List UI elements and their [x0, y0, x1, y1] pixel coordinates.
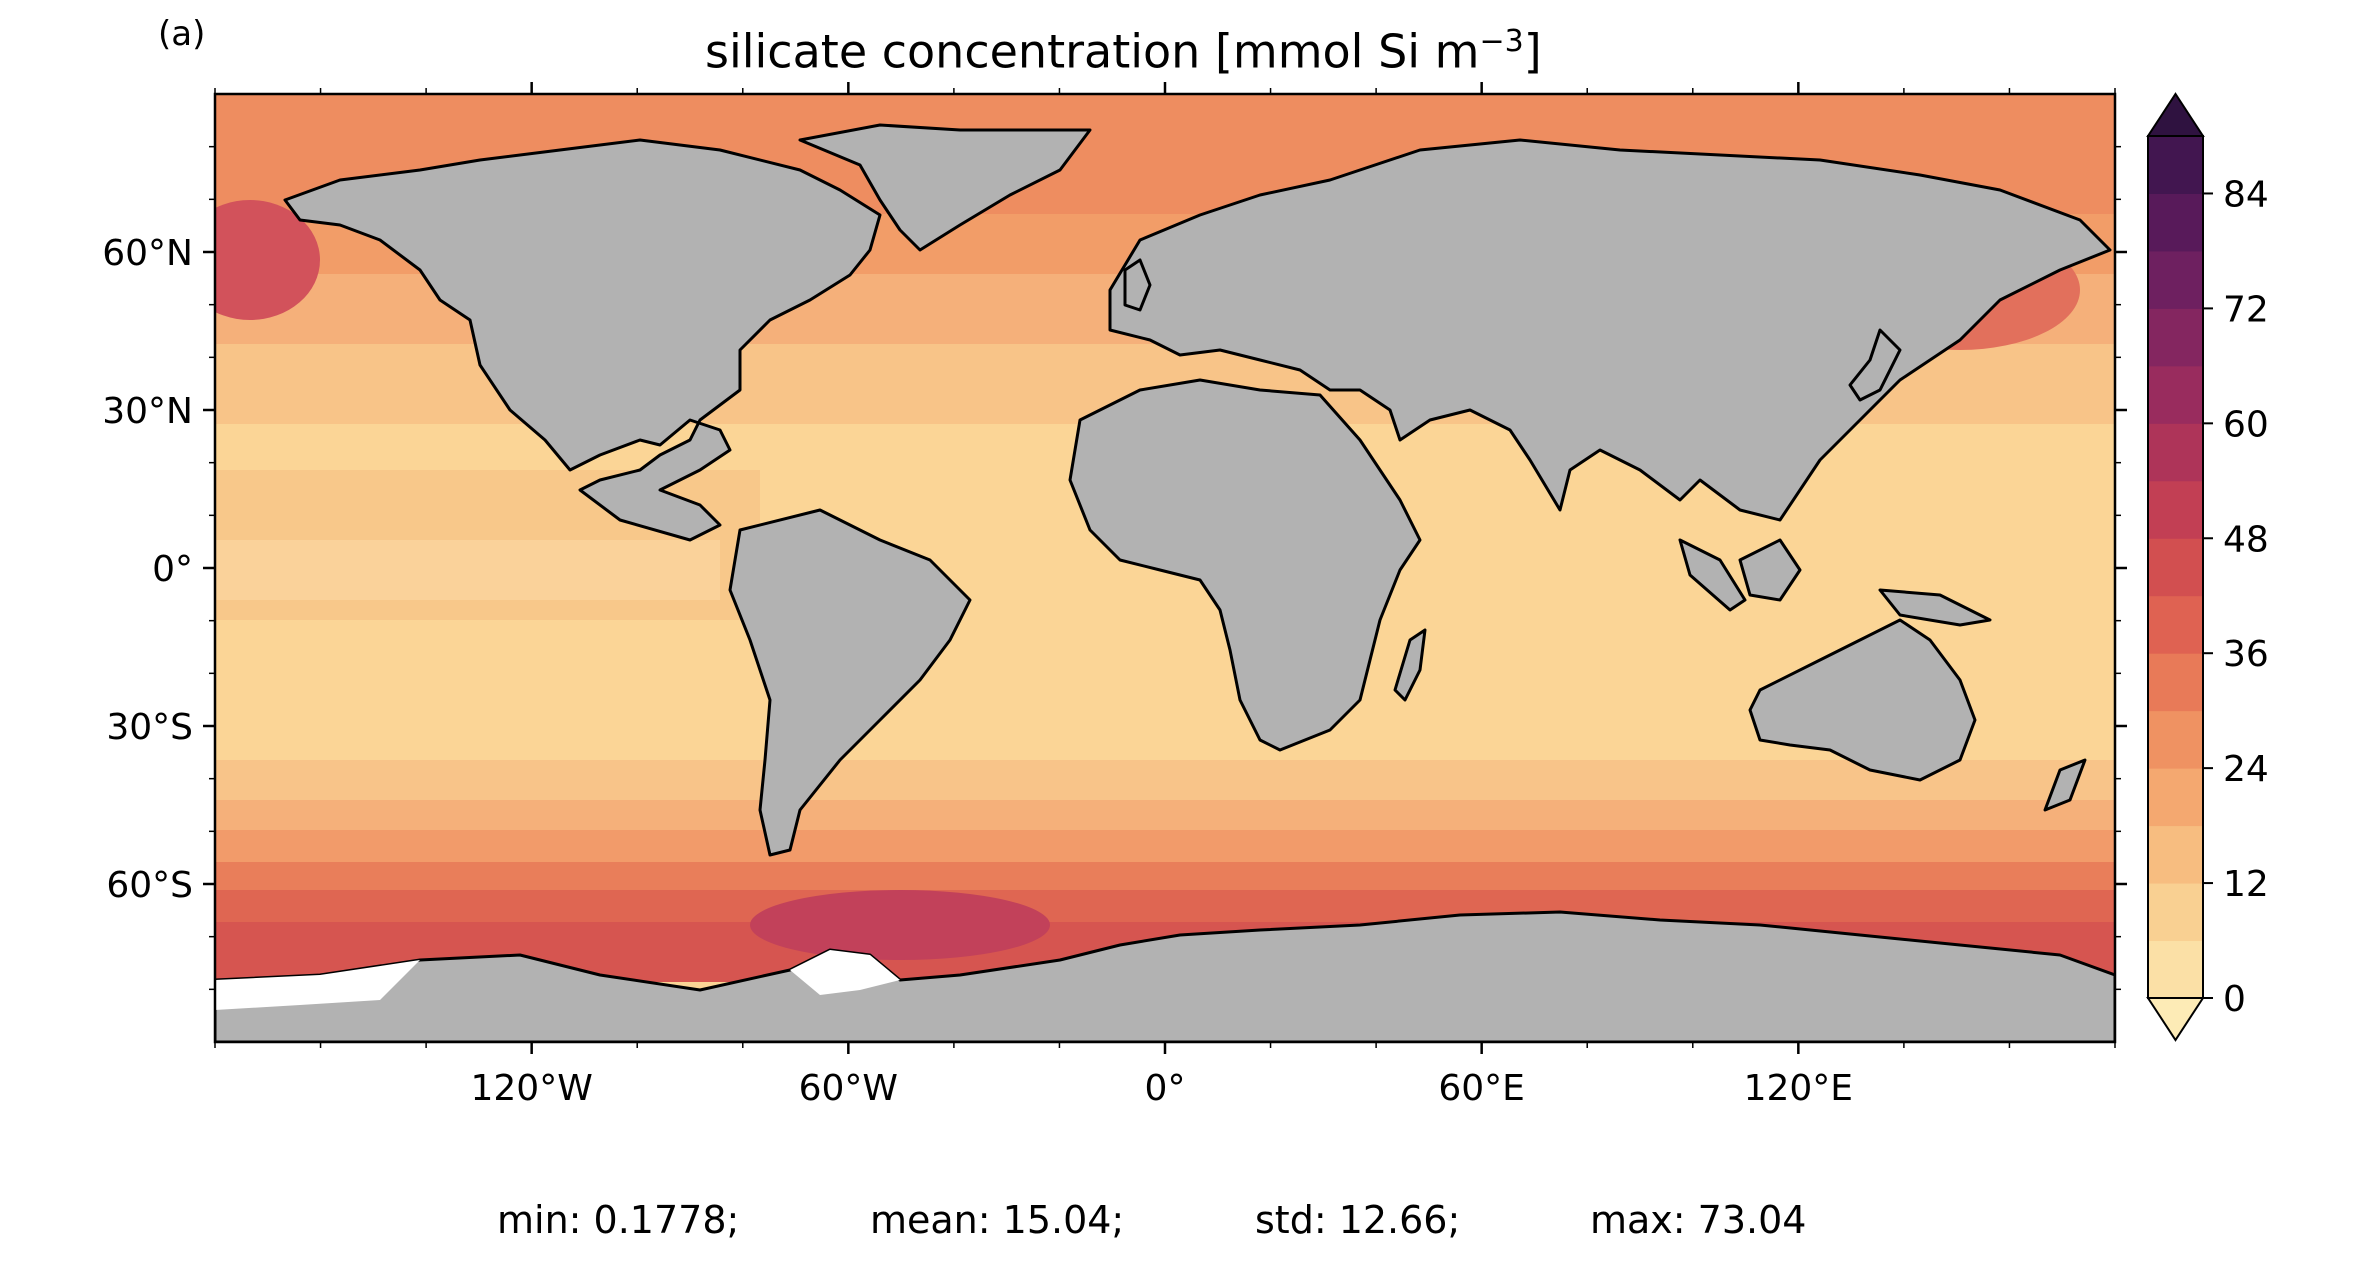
colorbar-bin [2148, 940, 2203, 999]
colorbar-bin [2148, 423, 2203, 482]
colorbar-tick-label: 60 [2223, 404, 2269, 445]
colorbar-bin [2148, 538, 2203, 597]
colorbar-bin [2148, 653, 2203, 712]
lat-tick-label: 60°S [106, 865, 193, 906]
title-superscript: −3 [1479, 24, 1524, 59]
lon-tick-label: 0° [1145, 1068, 1186, 1109]
lon-axis: 120°W 60°W 0° 60°E 120°E [214, 82, 2116, 1109]
ice-weddell [790, 950, 900, 995]
colorbar-bin [2148, 883, 2203, 942]
land-sumatra [1678, 538, 1747, 612]
stat-mean: mean: 15.04; [870, 1198, 1125, 1242]
colorbar-frame [2147, 135, 2204, 999]
colorbar-over-extend [2146, 92, 2205, 137]
land-uk [1123, 258, 1152, 312]
colorbar-tick-label: 24 [2223, 749, 2269, 790]
stat-max: max: 73.04 [1590, 1198, 1807, 1242]
colorbar: 0 12 24 36 48 60 72 84 [2146, 92, 2269, 1042]
lat-tick-label: 30°S [106, 707, 193, 748]
title-close: ] [1523, 24, 1542, 79]
colorbar-bin [2148, 193, 2203, 252]
lat-tick-label: 0° [152, 549, 193, 590]
colorbar-under-extend [2146, 997, 2205, 1042]
lat-axis: 60°N 30°N 0° 30°S 60°S [102, 145, 2127, 991]
stat-min: min: 0.1778; [497, 1198, 740, 1242]
land-japan [1848, 328, 1902, 402]
land-eurasia [1108, 138, 2112, 522]
colorbar-bin [2148, 365, 2203, 424]
land-south-america [728, 508, 972, 857]
colorbar-tick-label: 72 [2223, 289, 2269, 330]
colorbar-tick-label: 36 [2223, 634, 2269, 675]
colorbar-bin [2148, 825, 2203, 884]
land-africa [1068, 378, 1422, 752]
lon-tick-label: 60°W [799, 1068, 898, 1109]
land-madagascar [1393, 628, 1427, 702]
lat-tick-label: 60°N [102, 233, 193, 274]
land-new-guinea [1878, 588, 1992, 627]
lon-tick-label: 120°E [1744, 1068, 1853, 1109]
land-north-america [283, 138, 882, 542]
ocean-patch-bering-west [215, 200, 320, 320]
lat-tick-label: 30°N [102, 391, 193, 432]
colorbar-bin [2148, 480, 2203, 539]
land-borneo [1738, 538, 1802, 602]
colorbar-tick-label: 0 [2223, 979, 2246, 1020]
title-text: silicate concentration [mmol Si m [705, 24, 1480, 79]
colorbar-bin [2148, 710, 2203, 769]
land-australia [1748, 618, 1977, 782]
land-group [215, 123, 2115, 1042]
ocean-patch-equator [215, 540, 720, 600]
panel-label: (a) [158, 14, 206, 54]
colorbar-bin [2148, 250, 2203, 309]
colorbar-tick-label: 48 [2223, 519, 2269, 560]
ocean-patch-weddell [750, 890, 1050, 960]
lon-tick-label: 60°E [1438, 1068, 1525, 1109]
colorbar-bin [2148, 768, 2203, 827]
stat-std: std: 12.66; [1255, 1198, 1461, 1242]
lon-tick-label: 120°W [471, 1068, 593, 1109]
land-new-zealand [2043, 758, 2087, 812]
colorbar-tick-label: 84 [2223, 174, 2269, 215]
ice-group [215, 950, 900, 1010]
land-antarctica [215, 910, 2115, 1042]
colorbar-bin [2148, 136, 2203, 194]
land-greenland [798, 123, 1092, 252]
colorbar-tick-label: 12 [2223, 864, 2269, 905]
colorbar-bin [2148, 595, 2203, 654]
colorbar-bin [2148, 308, 2203, 367]
ice-ross [215, 960, 420, 1010]
